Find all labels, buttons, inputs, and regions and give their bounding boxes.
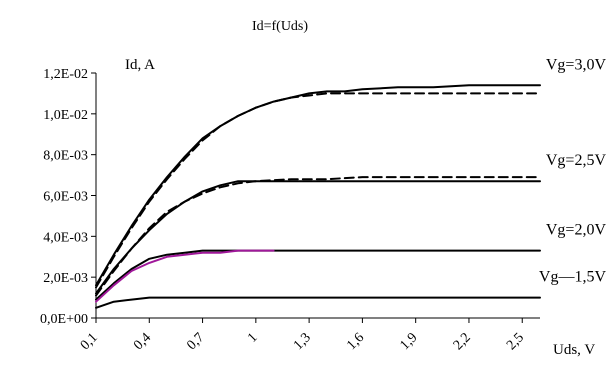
- series-line-6: [95, 296, 541, 309]
- y-tick-label: 4,0E-03: [43, 230, 88, 245]
- series-line-0: [95, 84, 541, 287]
- x-tick-label: 2,5: [504, 330, 527, 353]
- y-axis-label: Id, A: [125, 57, 155, 73]
- x-tick-label: 1,6: [344, 330, 367, 353]
- x-tick-label: 1,9: [398, 330, 421, 353]
- curve-label: Vg=2,5V: [546, 152, 607, 169]
- series-line-1: [95, 92, 541, 289]
- y-tick-label: 1,2E-02: [43, 67, 88, 82]
- x-tick-label: 1: [245, 330, 261, 346]
- x-tick-label: 2,2: [451, 330, 474, 353]
- series-line-3: [95, 176, 541, 297]
- series-lines: [95, 84, 541, 309]
- y-tick-label: 0,0E+00: [40, 312, 88, 327]
- curve-label: Vg=3,0V: [546, 56, 607, 73]
- curve-label: Vg—1,5V: [539, 269, 607, 286]
- y-tick-label: 2,0E-03: [43, 271, 88, 286]
- curve-labels: Vg=3,0V Vg=2,5V Vg=2,0V Vg—1,5V: [539, 56, 607, 285]
- x-tick-label: 0,7: [184, 330, 207, 353]
- x-tick-label: 1,3: [291, 330, 314, 353]
- series-line-5: [95, 249, 275, 303]
- y-tick-label: 1,0E-02: [43, 108, 88, 123]
- y-ticks: 0,0E+00 2,0E-03 4,0E-03 6,0E-03 8,0E-03 1,0E-…: [40, 67, 96, 327]
- y-tick-label: 8,0E-03: [43, 149, 88, 164]
- chart-title: Id=f(Uds): [252, 19, 308, 34]
- x-tick-label: 0,1: [78, 330, 101, 353]
- x-ticks: 0,1 0,4 0,7 1 1,3 1,6 1,9 2,2 2,5: [78, 318, 527, 353]
- curve-label: Vg=2,0V: [546, 222, 607, 239]
- x-axis-label: Uds, V: [553, 342, 595, 358]
- series-line-2: [95, 180, 541, 295]
- x-tick-label: 0,4: [131, 330, 154, 353]
- y-tick-label: 6,0E-03: [43, 190, 88, 205]
